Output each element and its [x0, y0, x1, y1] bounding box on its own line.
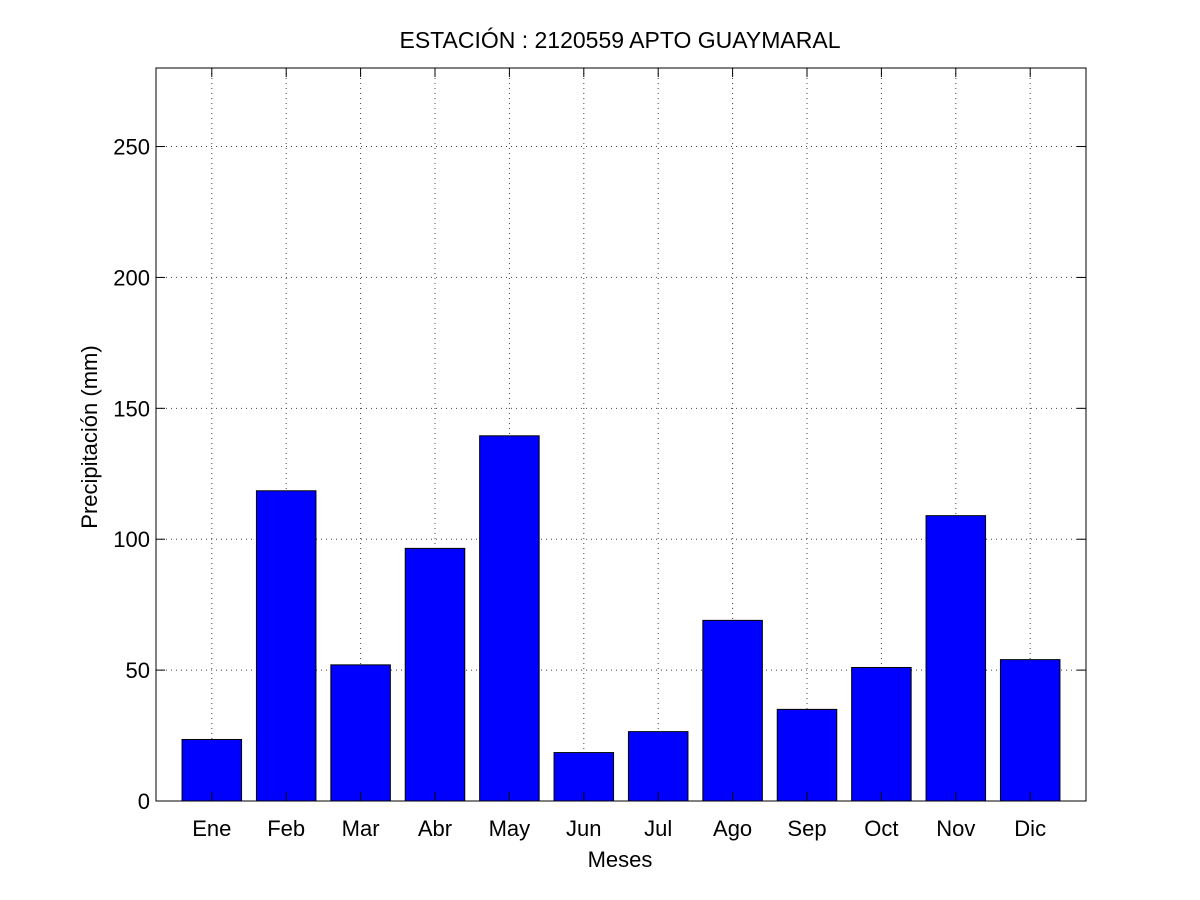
bars: [181, 435, 1061, 802]
bar-oct: [851, 666, 912, 802]
x-tick-label: Jun: [566, 816, 601, 841]
bar-dic: [999, 659, 1061, 802]
x-tick-label: Sep: [787, 816, 826, 841]
axis-ticks: [156, 68, 1086, 802]
bar-sep: [776, 708, 838, 802]
y-tick-label: 200: [113, 265, 150, 290]
y-axis-label: Precipitación (mm): [77, 345, 102, 528]
plot-frame: [155, 67, 1087, 802]
x-tick-label: May: [489, 816, 531, 841]
y-tick-label: 50: [126, 658, 150, 683]
y-tick-label: 0: [138, 789, 150, 814]
bar-abr: [404, 547, 466, 802]
tick-labels: Ene Feb Mar Abr May Jun Jul Ago Sep Oct Nov Dic 0 50 1…: [113, 135, 1046, 841]
x-tick-label: Dic: [1014, 816, 1046, 841]
bar-ene: [181, 738, 243, 802]
x-tick-label: Jul: [644, 816, 672, 841]
x-tick-label: Ago: [713, 816, 752, 841]
y-tick-label: 100: [113, 527, 150, 552]
y-tick-label: 250: [113, 135, 150, 160]
chart-title: ESTACIÓN : 2120559 APTO GUAYMARAL: [399, 27, 840, 53]
bar-nov: [925, 515, 987, 802]
bar-may: [479, 435, 540, 802]
y-tick-label: 150: [113, 396, 150, 421]
x-tick-label: Ene: [192, 816, 231, 841]
bar-mar: [330, 664, 391, 802]
x-tick-label: Feb: [267, 816, 305, 841]
x-tick-label: Abr: [418, 816, 452, 841]
x-tick-label: Oct: [864, 816, 898, 841]
x-axis-label: Meses: [588, 847, 653, 872]
x-tick-label: Nov: [936, 816, 975, 841]
bar-ago: [702, 619, 763, 802]
bar-jul: [627, 731, 689, 802]
bar-feb: [255, 490, 317, 802]
x-tick-label: Mar: [342, 816, 380, 841]
